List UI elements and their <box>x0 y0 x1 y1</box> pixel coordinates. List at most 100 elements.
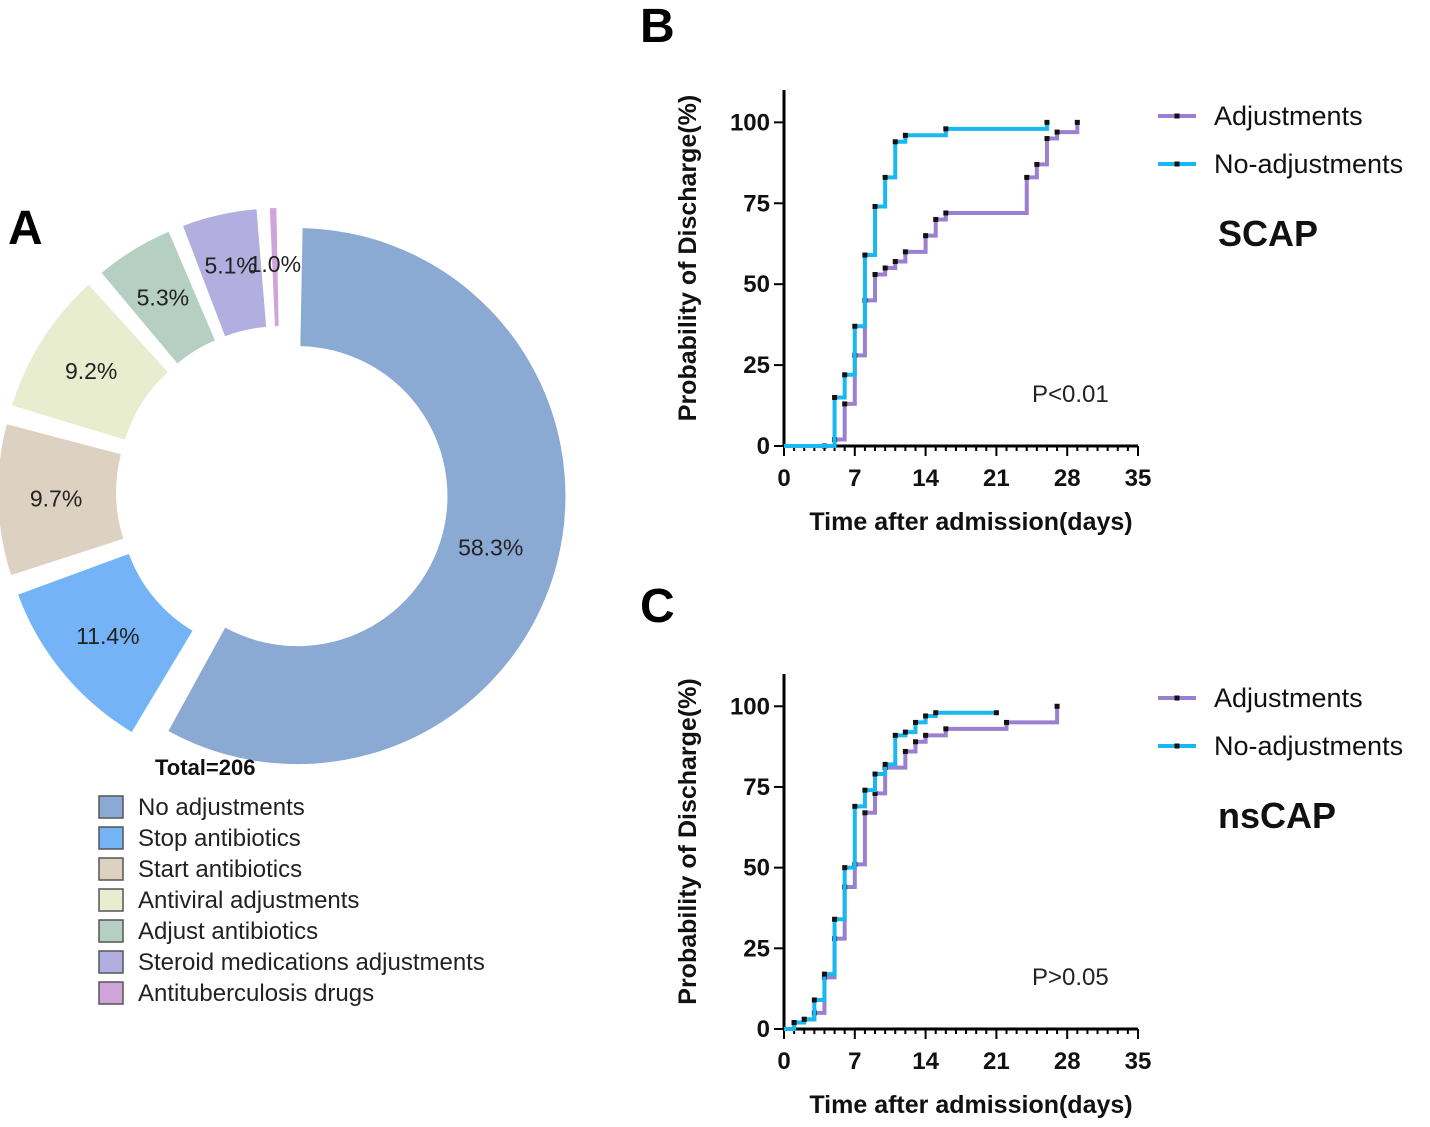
slice-data-label: 1.0% <box>249 251 301 277</box>
y-tick-label: 75 <box>743 190 770 217</box>
censor-mark <box>811 997 817 1003</box>
legend-label: Adjust antibiotics <box>138 918 318 945</box>
donut-slice <box>269 208 279 327</box>
censor-mark <box>892 732 898 738</box>
p-value-annotation: P<0.01 <box>1032 381 1109 408</box>
censor-mark <box>1004 719 1010 725</box>
y-tick-label: 75 <box>743 774 770 801</box>
censor-mark <box>1054 703 1060 709</box>
legend-swatch <box>98 950 124 974</box>
censor-mark <box>832 916 838 922</box>
censor-mark <box>1044 136 1050 142</box>
censor-mark <box>902 132 908 138</box>
panel-b-letter: B <box>640 0 675 53</box>
x-tick-label: 21 <box>983 1048 1010 1075</box>
slice-data-label: 9.2% <box>65 358 117 384</box>
censor-mark <box>902 729 908 735</box>
censor-mark <box>943 126 949 132</box>
x-axis-title: Time after admission(days) <box>809 508 1132 536</box>
legend-label: Antituberculosis drugs <box>138 980 374 1007</box>
censor-mark <box>1024 174 1030 180</box>
x-tick-label: 28 <box>1054 1048 1081 1075</box>
censor-mark <box>882 265 888 271</box>
censor-mark <box>1044 119 1050 125</box>
legend-swatch <box>98 857 124 881</box>
y-tick-label: 100 <box>730 693 770 720</box>
x-tick-label: 35 <box>1125 465 1152 492</box>
censor-mark <box>912 739 918 745</box>
y-tick-label: 50 <box>743 855 770 882</box>
donut-slice <box>183 209 267 337</box>
legend-swatch <box>98 888 124 912</box>
y-axis-title: Probability of Discharge(%) <box>674 678 702 1004</box>
censor-mark <box>842 865 848 871</box>
y-tick-label: 0 <box>757 1016 770 1043</box>
legend-label: Adjustments <box>1214 683 1363 713</box>
series-line <box>784 122 1080 448</box>
x-tick-label: 28 <box>1054 465 1081 492</box>
censor-mark <box>872 271 878 277</box>
censor-mark <box>1074 119 1080 125</box>
legend-swatch <box>98 826 124 850</box>
censor-mark <box>872 771 878 777</box>
y-tick-label: 100 <box>730 109 770 136</box>
donut-slice <box>12 284 168 440</box>
donut-slice <box>168 228 566 765</box>
legend-swatch <box>98 795 124 819</box>
donut-slice <box>18 553 193 732</box>
censor-mark <box>882 174 888 180</box>
y-tick-label: 25 <box>743 352 770 379</box>
group-label: nsCAP <box>1218 795 1336 836</box>
censor-mark <box>923 233 929 239</box>
x-tick-label: 0 <box>777 465 790 492</box>
legend-label: Stop antibiotics <box>138 825 301 852</box>
donut-slice <box>0 424 124 576</box>
slice-data-label: 5.1% <box>204 253 256 279</box>
censor-mark <box>852 803 858 809</box>
x-tick-label: 14 <box>912 1048 939 1075</box>
series-line <box>784 122 1049 448</box>
x-tick-label: 0 <box>777 1048 790 1075</box>
censor-mark <box>912 719 918 725</box>
slice-data-label: 58.3% <box>458 535 523 561</box>
censor-mark <box>842 401 848 407</box>
legend-label: No-adjustments <box>1214 149 1403 179</box>
series-line <box>784 710 997 1031</box>
legend-marker <box>1174 161 1180 167</box>
y-tick-label: 50 <box>743 271 770 298</box>
legend-label: No-adjustments <box>1214 731 1403 761</box>
y-tick-label: 25 <box>743 935 770 962</box>
legend-marker <box>1174 113 1180 119</box>
x-tick-label: 21 <box>983 465 1010 492</box>
legend-marker <box>1174 743 1180 749</box>
censor-mark <box>993 710 999 716</box>
legend-swatch <box>98 919 124 943</box>
km-chart-scap: 0 7 14 21 28 35 0 25 50 75 100 Time after admission… <box>674 90 1403 536</box>
slice-data-label: 11.4% <box>76 623 140 649</box>
legend-marker <box>1174 695 1180 701</box>
censor-mark <box>862 787 868 793</box>
donut-labels: 58.3% 11.4% 9.7% 9.2% 5.3% 5.1%1.0% <box>30 251 523 649</box>
donut-slice <box>101 231 215 364</box>
legend-label: No adjustments <box>138 794 305 821</box>
slice-data-label: 5.3% <box>137 285 189 311</box>
x-tick-label: 35 <box>1125 1048 1152 1075</box>
censor-mark <box>1034 161 1040 167</box>
censor-mark <box>943 726 949 732</box>
slice-data-label: 9.7% <box>30 485 82 511</box>
censor-mark <box>943 210 949 216</box>
donut-slices <box>0 208 566 765</box>
censor-mark <box>933 710 939 716</box>
donut-chart: 58.3% 11.4% 9.7% 9.2% 5.3% 5.1%1.0% Total=206… <box>0 208 566 1007</box>
pie-total-label: Total=206 <box>155 755 255 780</box>
censor-mark <box>872 204 878 210</box>
censor-mark <box>862 810 868 816</box>
p-value-annotation: P>0.05 <box>1032 964 1109 991</box>
censor-mark <box>1054 129 1060 135</box>
x-tick-label: 7 <box>848 1048 861 1075</box>
censor-mark <box>801 1016 807 1022</box>
panel-c-letter: C <box>640 580 675 633</box>
group-label: SCAP <box>1218 213 1318 254</box>
censor-mark <box>902 748 908 754</box>
